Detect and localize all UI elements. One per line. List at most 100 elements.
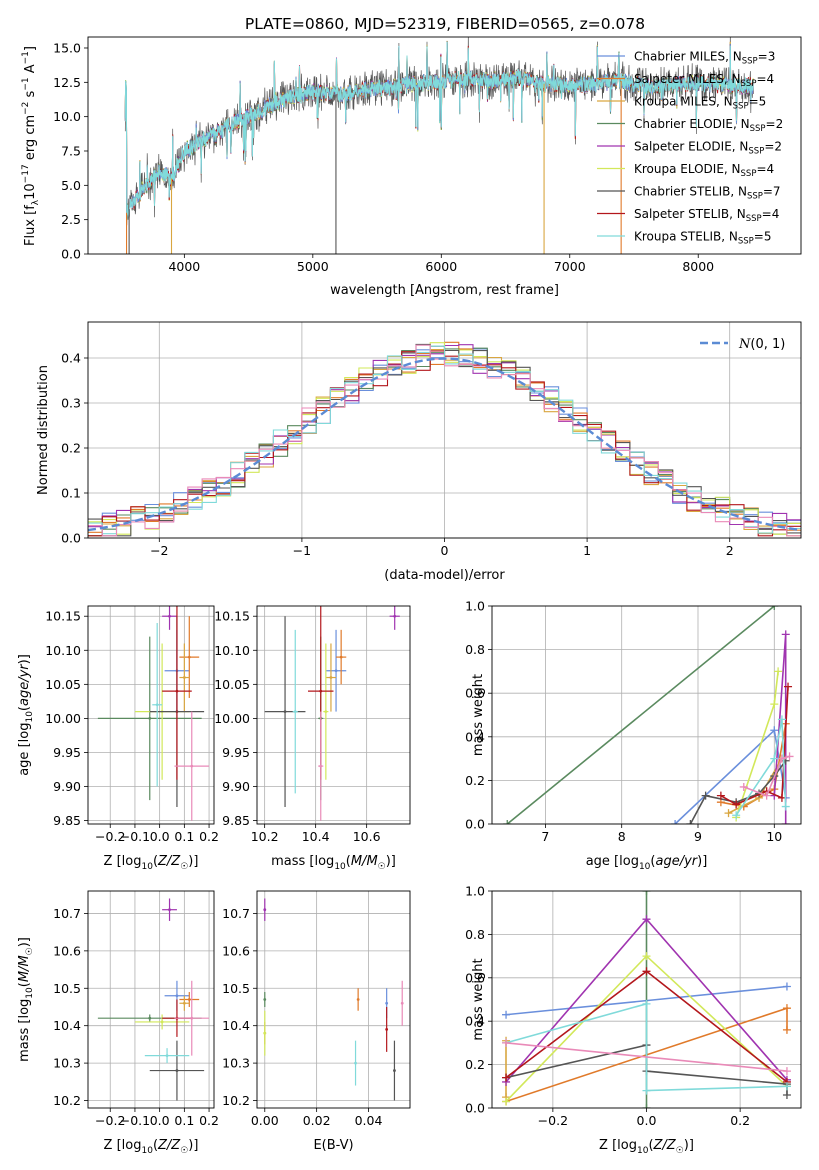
y-axis-label: mass weight	[471, 958, 486, 1040]
data-point	[324, 710, 328, 713]
weight-marker	[777, 754, 786, 763]
data-point	[165, 1054, 169, 1058]
label-part: −2	[21, 102, 31, 115]
x-tick-label: 0.2	[199, 829, 219, 844]
y-tick-label: 10.00	[214, 711, 250, 726]
panel-2: −2 −1 0 1 2 0.0 0.1 0.2 0.3 0.4 N(0, 1) (data-model…	[36, 321, 802, 583]
legend-entry: Kroupa MILES, NSSP=5	[634, 95, 766, 112]
x-tick-label: −0.2	[538, 1113, 568, 1128]
y-tick-label: 0.4	[61, 351, 81, 366]
plot-area	[502, 891, 791, 1108]
y-tick-label: 10.10	[45, 643, 81, 658]
x-axis-label: wavelength [Angstrom, rest frame]	[330, 283, 559, 298]
x-tick-label: 8	[618, 829, 626, 844]
legend-sub: SSP	[733, 102, 749, 112]
legend-model: Salpeter STELIB, N	[634, 207, 746, 221]
panel-3: −0.2−0.1 0.0 0.1 0.2 9.85 9.90 9.95 10.00 10.05 1…	[17, 605, 219, 872]
y-tick-label: 10.00	[45, 711, 81, 726]
x-tick-label: −0.2	[95, 829, 125, 844]
y-tick-label: 0.0	[61, 247, 81, 262]
weight-marker	[701, 791, 710, 800]
x-tick-label: 0.00	[251, 1113, 279, 1128]
plot-area	[263, 898, 404, 1101]
y-tick-label: 10.15	[214, 609, 250, 624]
label-part: )]	[684, 1138, 694, 1153]
y-tick-label: 0.0	[465, 1101, 485, 1116]
weight-marker	[770, 754, 779, 763]
data-point	[263, 1031, 267, 1035]
y-tick-label: 0.1	[61, 486, 81, 501]
label-part: mass [log	[271, 854, 334, 869]
y-tick-label: 10.15	[45, 609, 81, 624]
x-tick-label: 0.0	[150, 829, 170, 844]
weight-marker	[716, 791, 725, 800]
label-part: M/M	[17, 955, 32, 982]
x-tick-label: 0.1	[174, 1113, 194, 1128]
legend-sub: SSP	[741, 79, 757, 89]
data-point	[334, 669, 338, 673]
axes-frame	[256, 890, 411, 1109]
data-point	[319, 689, 323, 693]
y-tick-label: 0.6	[465, 970, 485, 985]
legend-model: Salpeter ELODIE, N	[634, 140, 748, 154]
data-point	[175, 1069, 179, 1072]
axes-frame	[87, 605, 215, 825]
label-part: )]	[17, 937, 32, 947]
weight-marker	[732, 800, 741, 809]
label-part: 10	[334, 862, 346, 872]
axes-frame	[87, 890, 215, 1109]
y-tick-label: 0.8	[465, 642, 485, 657]
weight-marker	[642, 1104, 651, 1108]
legend-sub: SSP	[741, 169, 757, 179]
weight-marker	[642, 1086, 651, 1095]
weight-line	[505, 1002, 788, 1092]
label-part: Z [log	[104, 1138, 142, 1153]
label-part: ☉	[378, 862, 386, 872]
weight-marker	[781, 820, 790, 824]
axes-frame	[491, 605, 802, 825]
weight-marker	[732, 811, 741, 820]
y-tick-label: 9.85	[222, 813, 250, 828]
plot-area	[503, 606, 794, 824]
legend-model: Kroupa MILES, N	[634, 95, 733, 109]
label-part: Z/Z	[157, 854, 181, 869]
panel-7: 0.00 0.02 0.04 10.2 10.3 10.4 10.5 10.6 10.7 E(B-…	[222, 890, 411, 1153]
weight-marker	[502, 1097, 511, 1106]
label-part: mass [log	[17, 999, 32, 1062]
legend-entry: Kroupa STELIB, NSSP=5	[634, 230, 772, 247]
y-tick-label: 9.90	[53, 779, 81, 794]
label-part: )]	[188, 1138, 198, 1153]
y-tick-label: 10.6	[222, 943, 250, 958]
label-part: ☉	[180, 862, 188, 872]
y-tick-label: 0.4	[465, 1014, 485, 1029]
x-tick-label: 7000	[554, 259, 586, 274]
legend-model: Chabrier ELODIE, N	[634, 117, 750, 131]
data-point	[190, 764, 194, 768]
label-part: mass weight	[471, 674, 486, 756]
weight-line	[505, 1042, 788, 1072]
x-tick-label: 10.6	[353, 829, 381, 844]
legend-nssp: =2	[764, 140, 782, 154]
data-point	[263, 908, 267, 912]
legend-args: (0, 1)	[750, 337, 785, 352]
label-part: ☉	[25, 947, 35, 955]
label-part: A	[23, 64, 38, 77]
x-tick-label: 0.0	[637, 1113, 657, 1128]
legend-entry: Kroupa ELODIE, NSSP=4	[634, 162, 774, 179]
label-part: −1	[21, 51, 31, 64]
y-tick-label: 15.0	[53, 40, 81, 55]
weight-marker	[671, 820, 680, 824]
axes-frame	[491, 890, 802, 1109]
label-part: age [log	[17, 723, 32, 776]
label-part: s	[23, 90, 38, 101]
weight-marker	[642, 915, 651, 924]
y-tick-label: 9.90	[222, 779, 250, 794]
data-point	[168, 614, 171, 618]
data-point	[319, 764, 323, 768]
weight-marker	[770, 606, 779, 610]
weight-marker	[502, 1073, 511, 1082]
x-axis-label: Z [log10(Z/Z☉)]	[104, 1138, 199, 1156]
x-axis-label: (data-model)/error	[384, 568, 505, 583]
y-tick-label: 10.05	[45, 677, 81, 692]
